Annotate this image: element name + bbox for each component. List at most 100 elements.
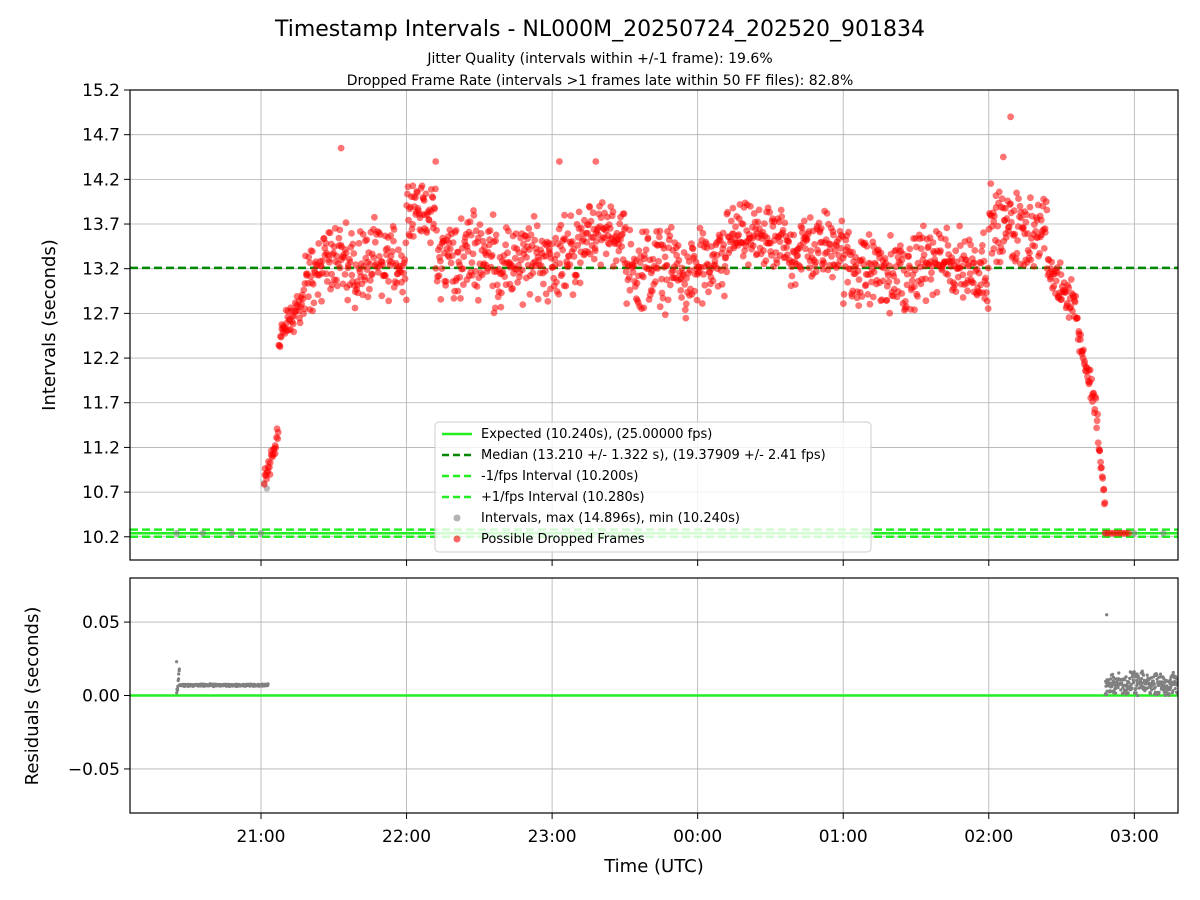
data-point (370, 254, 377, 261)
data-point (675, 256, 683, 264)
data-point (333, 276, 340, 284)
data-point (800, 217, 808, 225)
data-point (476, 221, 484, 229)
data-point (1099, 474, 1107, 482)
data-point (1160, 680, 1164, 684)
data-point (199, 530, 206, 537)
data-point (535, 256, 543, 264)
data-point (1037, 216, 1045, 224)
data-point (592, 158, 600, 165)
data-point (562, 282, 570, 290)
data-point (531, 236, 539, 244)
data-point (315, 240, 323, 247)
residuals-points (175, 613, 1178, 698)
data-point (438, 265, 446, 272)
data-point (724, 208, 731, 216)
data-point (944, 242, 952, 249)
data-point (1013, 189, 1020, 197)
y-tick-label: 15.2 (82, 81, 120, 101)
data-point (512, 230, 520, 238)
data-point (266, 459, 274, 466)
data-point (1036, 250, 1043, 257)
data-point (1012, 255, 1020, 263)
data-point (977, 281, 985, 289)
data-point (1007, 113, 1014, 121)
data-point (683, 275, 690, 282)
data-point (979, 242, 986, 249)
data-point (823, 210, 831, 217)
data-point (459, 265, 467, 273)
data-point (519, 301, 527, 308)
data-point (996, 258, 1004, 266)
data-point (663, 276, 671, 284)
y-tick-label: 12.7 (82, 304, 120, 324)
data-point (1080, 346, 1087, 354)
data-point (655, 257, 662, 265)
x-tick-label: 23:00 (528, 827, 577, 847)
data-point (983, 289, 990, 296)
legend: Expected (10.240s), (25.00000 fps) Media… (434, 421, 872, 553)
data-point (1096, 447, 1103, 455)
data-point (1077, 336, 1084, 343)
residuals-y-axis-label: Residuals (seconds) (22, 607, 43, 786)
data-point (363, 236, 371, 244)
data-point (605, 240, 613, 248)
data-point (474, 296, 482, 304)
data-point (310, 299, 318, 307)
data-point (635, 247, 643, 255)
data-point (1015, 195, 1022, 203)
data-point (467, 231, 475, 239)
data-point (602, 250, 610, 258)
data-point (779, 226, 787, 234)
data-point (761, 220, 768, 228)
subtitle-dropped: Dropped Frame Rate (intervals >1 frames … (347, 73, 854, 89)
data-point (359, 231, 367, 238)
data-point (693, 296, 701, 304)
data-point (437, 257, 444, 265)
data-point (348, 230, 355, 237)
data-point (577, 224, 585, 232)
data-point (384, 245, 391, 252)
data-point (886, 309, 894, 317)
data-point (399, 288, 406, 296)
data-point (854, 267, 862, 275)
data-point (1140, 669, 1144, 673)
data-point (272, 444, 280, 451)
data-point (1026, 249, 1033, 257)
data-point (1065, 284, 1073, 292)
data-point (1155, 673, 1159, 677)
data-point (659, 294, 667, 302)
data-point (1126, 691, 1130, 695)
data-point (983, 297, 991, 305)
data-point (952, 247, 960, 255)
data-point (427, 239, 434, 247)
data-point (553, 251, 561, 259)
data-point (442, 278, 450, 285)
data-point (984, 305, 992, 312)
data-point (815, 249, 822, 257)
y-tick-label: 13.2 (82, 260, 120, 280)
data-point (420, 197, 428, 204)
data-point (721, 292, 728, 300)
data-point (830, 231, 837, 239)
data-point (999, 153, 1007, 161)
data-point (1110, 684, 1114, 688)
data-point (493, 281, 501, 289)
data-point (364, 293, 372, 301)
data-point (729, 204, 737, 212)
data-point (1109, 677, 1113, 681)
data-point (305, 253, 313, 261)
data-point (739, 220, 747, 228)
data-point (592, 237, 600, 245)
data-point (1027, 194, 1034, 202)
data-point (376, 253, 383, 260)
data-point (971, 259, 978, 267)
data-point (911, 266, 919, 274)
data-point (586, 250, 594, 258)
data-point (1086, 366, 1094, 374)
data-point (690, 252, 698, 260)
data-point (717, 267, 725, 274)
data-point (382, 272, 389, 280)
data-point (1003, 215, 1011, 222)
data-point (998, 195, 1006, 203)
